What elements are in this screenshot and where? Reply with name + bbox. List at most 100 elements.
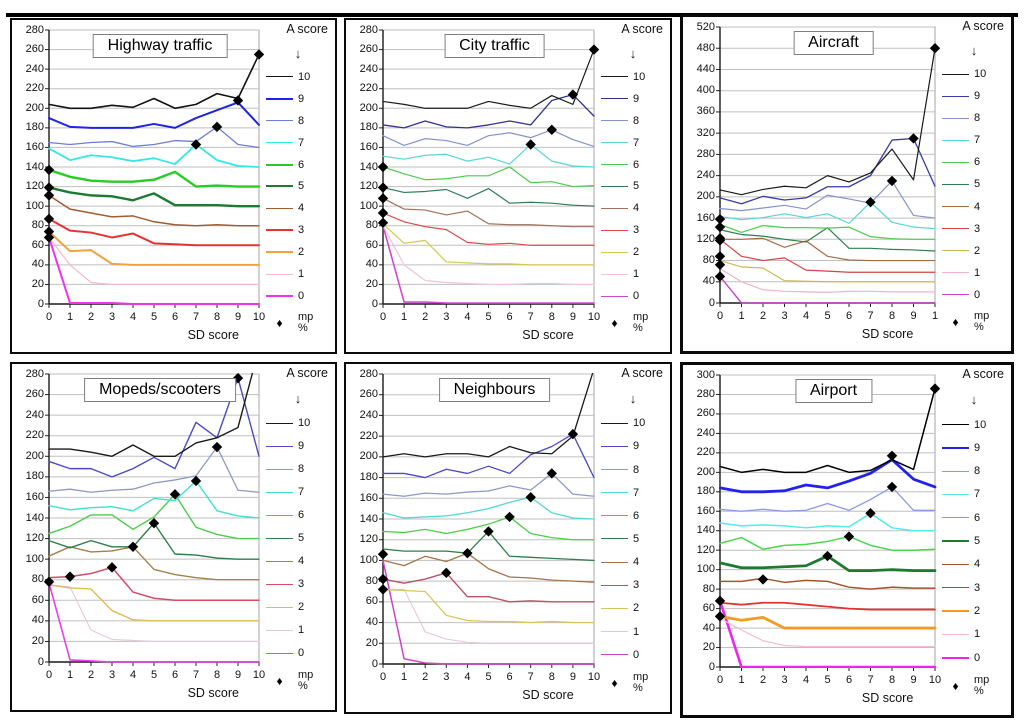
y-tick-label: 360 — [696, 105, 715, 118]
legend-line-swatch — [601, 492, 628, 494]
legend-line-swatch — [601, 445, 628, 447]
legend-item-label: 0 — [633, 648, 640, 661]
y-tick-label: 100 — [359, 199, 378, 212]
y-tick-label: 400 — [696, 84, 715, 97]
legend-item-a7: 7 — [266, 486, 330, 498]
x-tick-label: 1 — [401, 671, 408, 683]
legend-item-label: 2 — [298, 246, 305, 259]
y-tick-label: 20 — [31, 634, 44, 647]
legend-item-a6: 6 — [601, 510, 665, 522]
series-line-a7 — [382, 496, 595, 520]
legend-item-label: 2 — [974, 604, 981, 617]
x-tick-label: 8 — [548, 311, 555, 323]
legend-line-swatch — [942, 493, 969, 495]
legend-item-a3: 3 — [266, 224, 330, 236]
legend-mp-item: ♦ mp % — [266, 670, 330, 692]
series-line-a4 — [48, 546, 260, 581]
series-line-a9 — [719, 458, 937, 494]
x-tick-label: 8 — [213, 311, 221, 323]
legend-line-swatch — [266, 445, 293, 447]
mp-diamond-icon: ♦ — [952, 678, 959, 693]
legend-item-a0: 0 — [601, 290, 665, 302]
x-tick-label: 5 — [824, 674, 831, 686]
x-tick-label: 2 — [87, 669, 95, 681]
legend-line-swatch — [942, 517, 969, 519]
legend-item-label: 6 — [974, 511, 981, 524]
y-tick-label: 240 — [25, 408, 44, 421]
legend-item-label: 10 — [298, 70, 311, 83]
legend-item-a8: 8 — [601, 464, 665, 476]
legend-title: A score — [286, 22, 328, 36]
legend-item-label: 8 — [633, 114, 640, 127]
series-line-a2 — [382, 223, 595, 266]
legend-line-swatch — [266, 97, 293, 100]
series-line-a0 — [382, 224, 595, 304]
y-tick-label: 160 — [359, 140, 378, 153]
legend-item-label: 9 — [298, 92, 305, 105]
chart-title: Mopeds/scooters — [84, 378, 236, 402]
legend-line-swatch — [601, 98, 628, 100]
panel-highway-traffic: 280 260 240 220 200 180 160 140 120 100 80 60 40 20 0 0… — [10, 18, 337, 354]
legend-line-swatch — [266, 652, 293, 654]
y-tick-label: 140 — [359, 160, 378, 173]
x-tick-label: 2 — [422, 311, 429, 323]
mp-label: mp % — [974, 309, 990, 333]
legend-line-swatch — [942, 117, 969, 119]
y-tick-label: 0 — [708, 296, 715, 309]
y-tick-label: 260 — [359, 43, 378, 56]
legend-item-label: 1 — [974, 628, 981, 641]
legend-item-a10: 10 — [601, 71, 665, 83]
legend-down-arrow-icon: ↓ — [970, 392, 978, 408]
series-line-a7 — [48, 480, 260, 519]
legend-item-label: 3 — [298, 224, 305, 237]
x-tick-label: 3 — [443, 311, 450, 323]
legend-mp-item: ♦ mp % — [942, 309, 1006, 333]
series-line-a7 — [719, 512, 936, 532]
y-tick-label: 200 — [359, 101, 378, 114]
y-tick-label: 40 — [365, 258, 378, 271]
legend-item-a5: 5 — [266, 532, 330, 544]
legend-line-swatch — [266, 606, 293, 608]
x-axis-title: SD score — [861, 327, 914, 341]
legend-item-a10: 10 — [601, 417, 665, 429]
legend-item-a2: 2 — [601, 602, 665, 614]
x-tick-label: 4 — [129, 669, 137, 681]
x-tick-label: 4 — [802, 674, 810, 686]
y-tick-label: 240 — [25, 62, 44, 75]
series-line-a8 — [719, 486, 936, 512]
legend-line-swatch — [601, 164, 628, 166]
x-tick-label: 10 — [587, 311, 601, 323]
y-tick-label: 260 — [25, 388, 44, 401]
mp-marker — [43, 226, 55, 237]
legend-item-label: 4 — [298, 555, 305, 567]
legend-line-swatch — [601, 120, 628, 122]
y-tick-label: 80 — [365, 219, 378, 232]
legend-item-a9: 9 — [266, 440, 330, 452]
y-tick-label: 260 — [359, 388, 378, 401]
y-tick-label: 60 — [702, 602, 715, 615]
mp-label: mp % — [633, 670, 649, 694]
legend-item-a5: 5 — [942, 535, 1006, 547]
plot-frame — [719, 374, 936, 668]
y-tick-label: 20 — [365, 277, 378, 290]
legend-title: A score — [621, 22, 663, 36]
y-tick-label: 180 — [25, 121, 44, 134]
legend-line-swatch — [942, 470, 969, 472]
x-axis-title: SD score — [522, 688, 574, 702]
legend-item-a6: 6 — [942, 512, 1006, 524]
x-tick-label: 6 — [171, 311, 179, 323]
mp-marker — [714, 251, 726, 262]
mp-marker — [865, 508, 876, 519]
mp-marker — [377, 584, 389, 595]
legend-item-label: 3 — [974, 222, 981, 235]
legend-line-swatch — [942, 446, 969, 449]
legend-line-swatch — [601, 185, 628, 187]
legend-line-swatch — [942, 294, 969, 296]
legend-title: A score — [621, 366, 663, 380]
plot-area-neighbours — [377, 373, 595, 668]
x-tick-label: 5 — [485, 671, 492, 683]
x-tick-label: 8 — [888, 674, 896, 686]
legend-item-label: 2 — [633, 246, 640, 259]
legend-line-swatch — [942, 250, 969, 252]
series-line-a3 — [719, 238, 936, 273]
